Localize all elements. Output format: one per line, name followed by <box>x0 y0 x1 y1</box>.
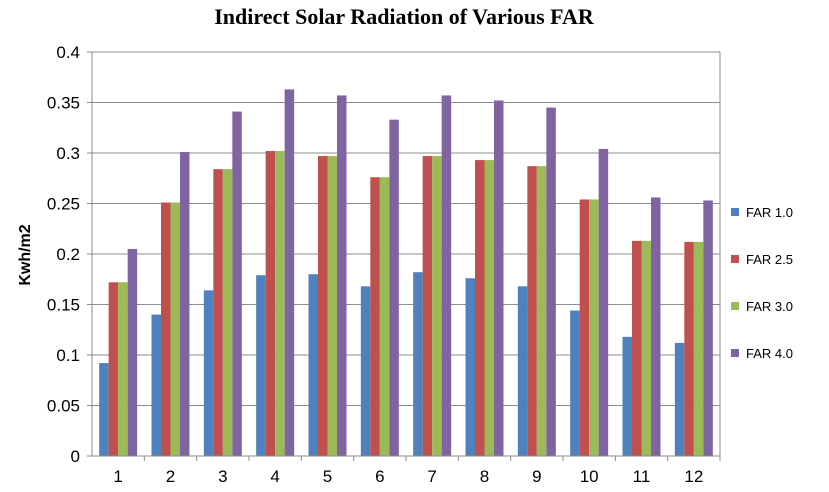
x-tick-label: 4 <box>270 467 279 486</box>
bar <box>275 150 285 457</box>
x-tick-label: 1 <box>113 467 122 486</box>
y-tick-label: 0.3 <box>56 144 80 163</box>
bar <box>589 199 599 456</box>
bar <box>484 160 494 456</box>
legend-swatch <box>731 208 739 216</box>
bar <box>370 177 380 457</box>
bar <box>641 240 651 456</box>
y-tick-label: 0 <box>71 447 80 466</box>
legend-label: FAR 2.5 <box>746 252 793 267</box>
bar <box>151 314 161 456</box>
bar <box>360 286 371 456</box>
bar <box>284 89 295 457</box>
legend-label: FAR 1.0 <box>746 205 793 220</box>
bar <box>422 156 433 456</box>
bar <box>475 160 485 456</box>
bar <box>118 282 128 456</box>
bar <box>651 197 661 456</box>
bar <box>598 148 609 456</box>
legend: FAR 1.0 FAR 2.5 FAR 3.0 FAR 4.0 <box>731 205 793 361</box>
y-tick-label: 0.1 <box>56 346 80 365</box>
bar <box>203 290 214 456</box>
legend-swatch <box>731 302 739 310</box>
y-axis-label: Kwh/m2 <box>17 224 34 285</box>
bar <box>337 95 347 457</box>
y-tick-label: 0.25 <box>47 195 80 214</box>
x-tick-label: 3 <box>218 467 227 486</box>
bar <box>327 156 337 456</box>
legend-swatch <box>731 255 739 263</box>
x-tick-label: 2 <box>166 467 175 486</box>
y-tick-label: 0.4 <box>56 43 80 62</box>
bar <box>703 200 713 456</box>
bar <box>674 342 685 456</box>
legend-label: FAR 4.0 <box>746 346 793 361</box>
bar <box>570 310 580 456</box>
bar <box>265 150 276 457</box>
bar <box>161 202 171 456</box>
bar <box>127 248 138 456</box>
bar <box>318 156 328 456</box>
bar <box>413 272 423 456</box>
bar <box>517 286 528 456</box>
bar <box>546 107 556 457</box>
y-tick-label: 0.2 <box>56 245 80 264</box>
bar <box>494 100 504 456</box>
y-tick-label: 0.15 <box>47 296 80 315</box>
bars-group <box>99 89 713 457</box>
bar <box>579 199 590 456</box>
x-tick-label: 10 <box>580 467 599 486</box>
x-tick-label: 11 <box>633 467 651 486</box>
bar <box>170 202 180 456</box>
bar <box>180 151 190 457</box>
bar <box>379 177 390 457</box>
x-tick-label: 8 <box>480 467 489 486</box>
bar <box>308 274 318 456</box>
bar <box>465 278 475 456</box>
bar <box>213 169 223 456</box>
bar <box>536 166 547 456</box>
bar <box>527 166 537 456</box>
y-tick-labels: 0 0.05 0.1 0.15 0.2 0.25 0.3 0.35 0.4 <box>47 43 80 466</box>
bar <box>222 169 233 456</box>
bar <box>256 275 266 456</box>
legend-label: FAR 3.0 <box>746 299 793 314</box>
x-tick-label: 9 <box>532 467 541 486</box>
chart-title: Indirect Solar Radiation of Various FAR <box>214 4 595 29</box>
x-tick-label: 5 <box>323 467 332 486</box>
bar <box>108 282 119 456</box>
bar <box>693 241 704 456</box>
x-tick-label: 7 <box>427 467 436 486</box>
bar <box>389 119 399 457</box>
y-tick-label: 0.05 <box>47 397 80 416</box>
y-tick-label: 0.35 <box>47 94 80 113</box>
bar <box>441 95 452 457</box>
bar <box>432 156 442 456</box>
x-tick-labels: 1 2 3 4 5 6 7 8 9 10 11 12 <box>113 467 703 486</box>
bar <box>99 363 109 456</box>
bar <box>232 111 242 456</box>
bar <box>632 240 642 456</box>
gridlines <box>92 51 720 406</box>
legend-swatch <box>731 349 739 357</box>
x-tick-label: 6 <box>375 467 384 486</box>
axes <box>87 51 721 461</box>
bar <box>684 241 694 456</box>
bar <box>622 336 632 456</box>
x-tick-label: 12 <box>684 467 703 486</box>
